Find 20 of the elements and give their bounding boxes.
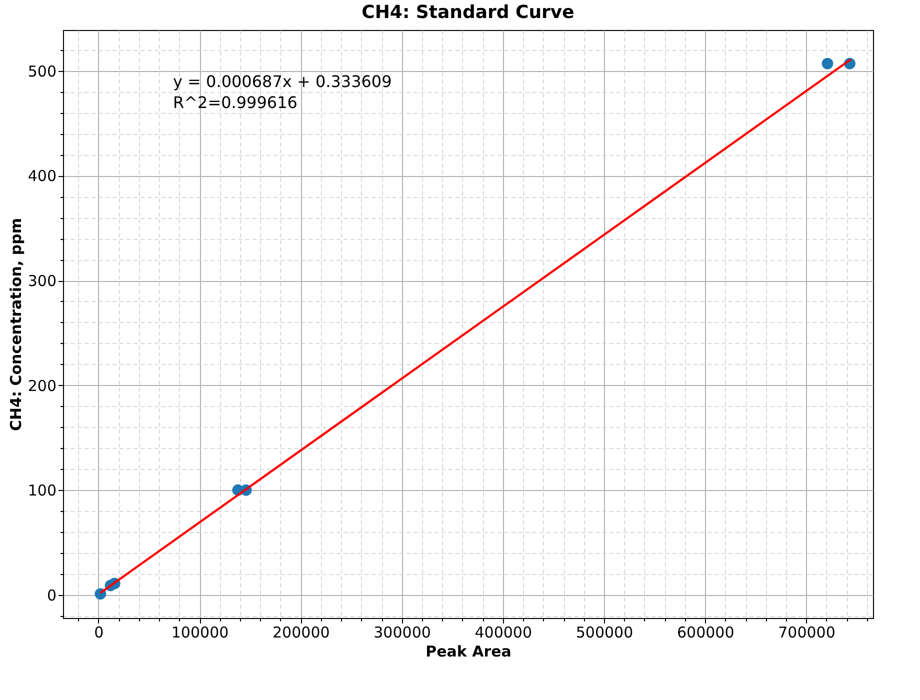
annotation: y = 0.000687x + 0.333609 <box>173 72 392 91</box>
y-tick-label: 500 <box>28 62 56 80</box>
y-tick-label: 0 <box>46 586 56 604</box>
y-tick-label: 100 <box>28 482 56 500</box>
point <box>822 58 834 70</box>
x-tick-label: 200000 <box>272 624 330 642</box>
x-tick-label: 400000 <box>474 624 532 642</box>
x-tick-label: 500000 <box>576 624 634 642</box>
x-tick-label: 300000 <box>374 624 431 642</box>
x-tick-label: 700000 <box>778 624 836 642</box>
y-tick-label: 400 <box>28 167 56 186</box>
annotation: R^2=0.999616 <box>173 93 298 112</box>
chart-title: CH4: Standard Curve <box>362 2 574 23</box>
x-tick-label: 600000 <box>677 624 734 642</box>
y-tick-label: 300 <box>28 272 56 290</box>
x-tick-label: 0 <box>94 624 104 642</box>
y-tick-label: 200 <box>28 376 56 395</box>
x-axis-title: Peak Area <box>426 642 512 660</box>
y-axis-title: CH4: Concentration, ppm <box>6 218 25 431</box>
x-tick-label: 100000 <box>171 624 229 642</box>
